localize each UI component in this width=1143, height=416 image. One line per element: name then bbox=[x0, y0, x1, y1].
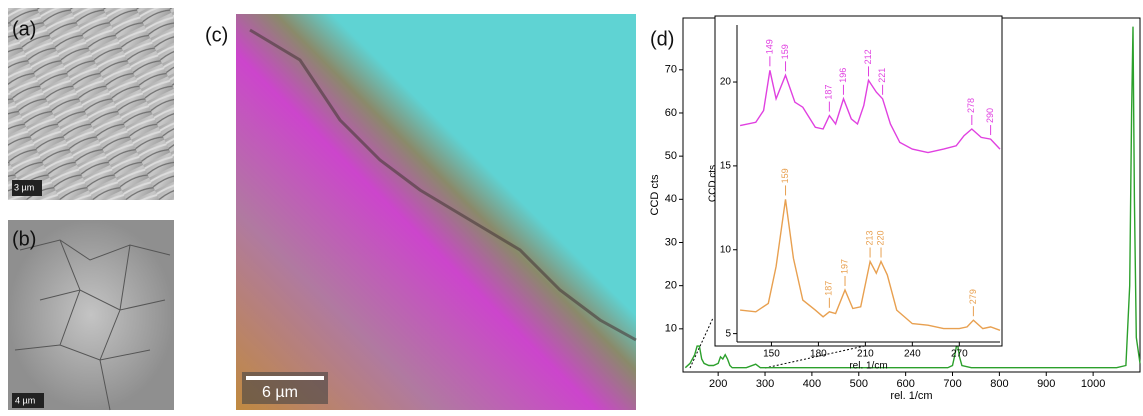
x-tick-label: 600 bbox=[896, 378, 914, 390]
scale-bar-label: 3 µm bbox=[14, 182, 34, 192]
peak-label: 187 bbox=[824, 281, 834, 296]
peak-label: 279 bbox=[968, 289, 978, 304]
raman-map bbox=[236, 14, 636, 410]
y-axis-label: CCD cts bbox=[708, 165, 719, 202]
x-tick-label: 270 bbox=[951, 349, 968, 360]
figure: 3 µm (a) 4 µm (b) 6 µm (c) (d) 10 20 30 40 5… bbox=[0, 0, 1143, 411]
x-tick-label: 500 bbox=[850, 378, 868, 390]
x-tick-label: 800 bbox=[990, 378, 1008, 390]
panel-label: (a) bbox=[12, 18, 36, 40]
x-tick-label: 900 bbox=[1037, 378, 1055, 390]
x-tick-label: 150 bbox=[763, 349, 780, 360]
x-tick-label: 400 bbox=[803, 378, 821, 390]
y-tick-label: 20 bbox=[720, 77, 732, 88]
peak-label: 159 bbox=[780, 44, 790, 59]
y-tick-label: 60 bbox=[665, 107, 677, 119]
peak-label: 220 bbox=[875, 230, 885, 245]
x-tick-label: 700 bbox=[943, 378, 961, 390]
x-tick-label: 210 bbox=[857, 349, 874, 360]
y-tick-label: 40 bbox=[665, 193, 677, 205]
peak-label: 213 bbox=[864, 230, 874, 245]
scale-bar-label: 6 µm bbox=[262, 384, 298, 401]
x-axis-label: rel. 1/cm bbox=[890, 390, 932, 402]
peak-label: 159 bbox=[780, 168, 790, 183]
peak-label: 278 bbox=[966, 98, 976, 113]
x-tick-label: 1000 bbox=[1081, 378, 1105, 390]
x-tick-label: 200 bbox=[709, 378, 727, 390]
peak-label: 212 bbox=[863, 49, 873, 64]
peak-label: 290 bbox=[985, 108, 995, 123]
y-tick-label: 15 bbox=[720, 161, 732, 172]
peak-label: 221 bbox=[877, 68, 887, 83]
y-axis-label: CCD cts bbox=[649, 174, 661, 215]
x-tick-label: 240 bbox=[904, 349, 921, 360]
peak-label: 196 bbox=[838, 68, 848, 83]
inset-box bbox=[715, 16, 1002, 346]
peak-label: 187 bbox=[824, 85, 834, 100]
y-tick-label: 70 bbox=[665, 64, 677, 76]
y-tick-label: 10 bbox=[720, 244, 732, 255]
panel-label: (b) bbox=[12, 228, 36, 250]
x-tick-label: 180 bbox=[810, 349, 827, 360]
x-tick-label: 300 bbox=[756, 378, 774, 390]
y-tick-label: 30 bbox=[665, 236, 677, 248]
zoom-arrow bbox=[690, 318, 713, 368]
panel-label: (c) bbox=[205, 24, 228, 46]
y-tick-label: 10 bbox=[665, 323, 677, 335]
scale-bar-label: 4 µm bbox=[15, 395, 35, 405]
y-tick-label: 5 bbox=[725, 328, 731, 339]
y-tick-label: 50 bbox=[665, 150, 677, 162]
peak-label: 149 bbox=[764, 39, 774, 54]
panel-label: (d) bbox=[650, 28, 674, 50]
peak-label: 197 bbox=[839, 259, 849, 274]
y-tick-label: 20 bbox=[665, 280, 677, 292]
x-axis-label: rel. 1/cm bbox=[849, 361, 887, 372]
